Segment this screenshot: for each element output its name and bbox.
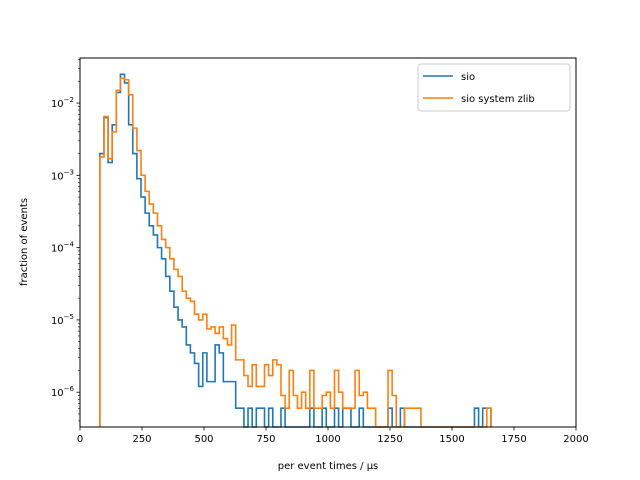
x-tick-label: 750 (256, 434, 275, 445)
y-tick-label: 10−5 (51, 313, 74, 327)
x-axis-label: per event times / μs (278, 461, 379, 472)
legend-box (417, 63, 571, 112)
x-tick-label: 0 (77, 434, 83, 445)
x-tick-label: 1250 (377, 434, 402, 445)
y-axis-label: fraction of events (19, 198, 30, 286)
legend: sio sio system zlib (417, 63, 571, 112)
y-tick-label: 10−4 (51, 241, 75, 255)
x-tick-label: 250 (132, 434, 151, 445)
x-tick-label: 1750 (501, 434, 526, 445)
legend-label-sio-system-zlib: sio system zlib (461, 94, 535, 105)
x-tick-label: 2000 (563, 434, 588, 445)
x-tick-label: 500 (194, 434, 213, 445)
series-sio-system-zlib (99, 77, 492, 428)
x-axis-ticks: 0 250 500 750 1000 1250 1500 1750 2000 (77, 427, 589, 445)
y-tick-label: 10−6 (51, 385, 75, 399)
y-tick-label: 10−3 (51, 168, 74, 182)
legend-label-sio: sio (461, 72, 475, 83)
y-axis-ticks: 10−6 10−5 10−4 10−3 10−2 (51, 59, 80, 422)
x-tick-label: 1500 (439, 434, 464, 445)
y-tick-label: 10−2 (51, 96, 74, 110)
step-line (99, 77, 492, 428)
x-tick-label: 1000 (315, 434, 340, 445)
